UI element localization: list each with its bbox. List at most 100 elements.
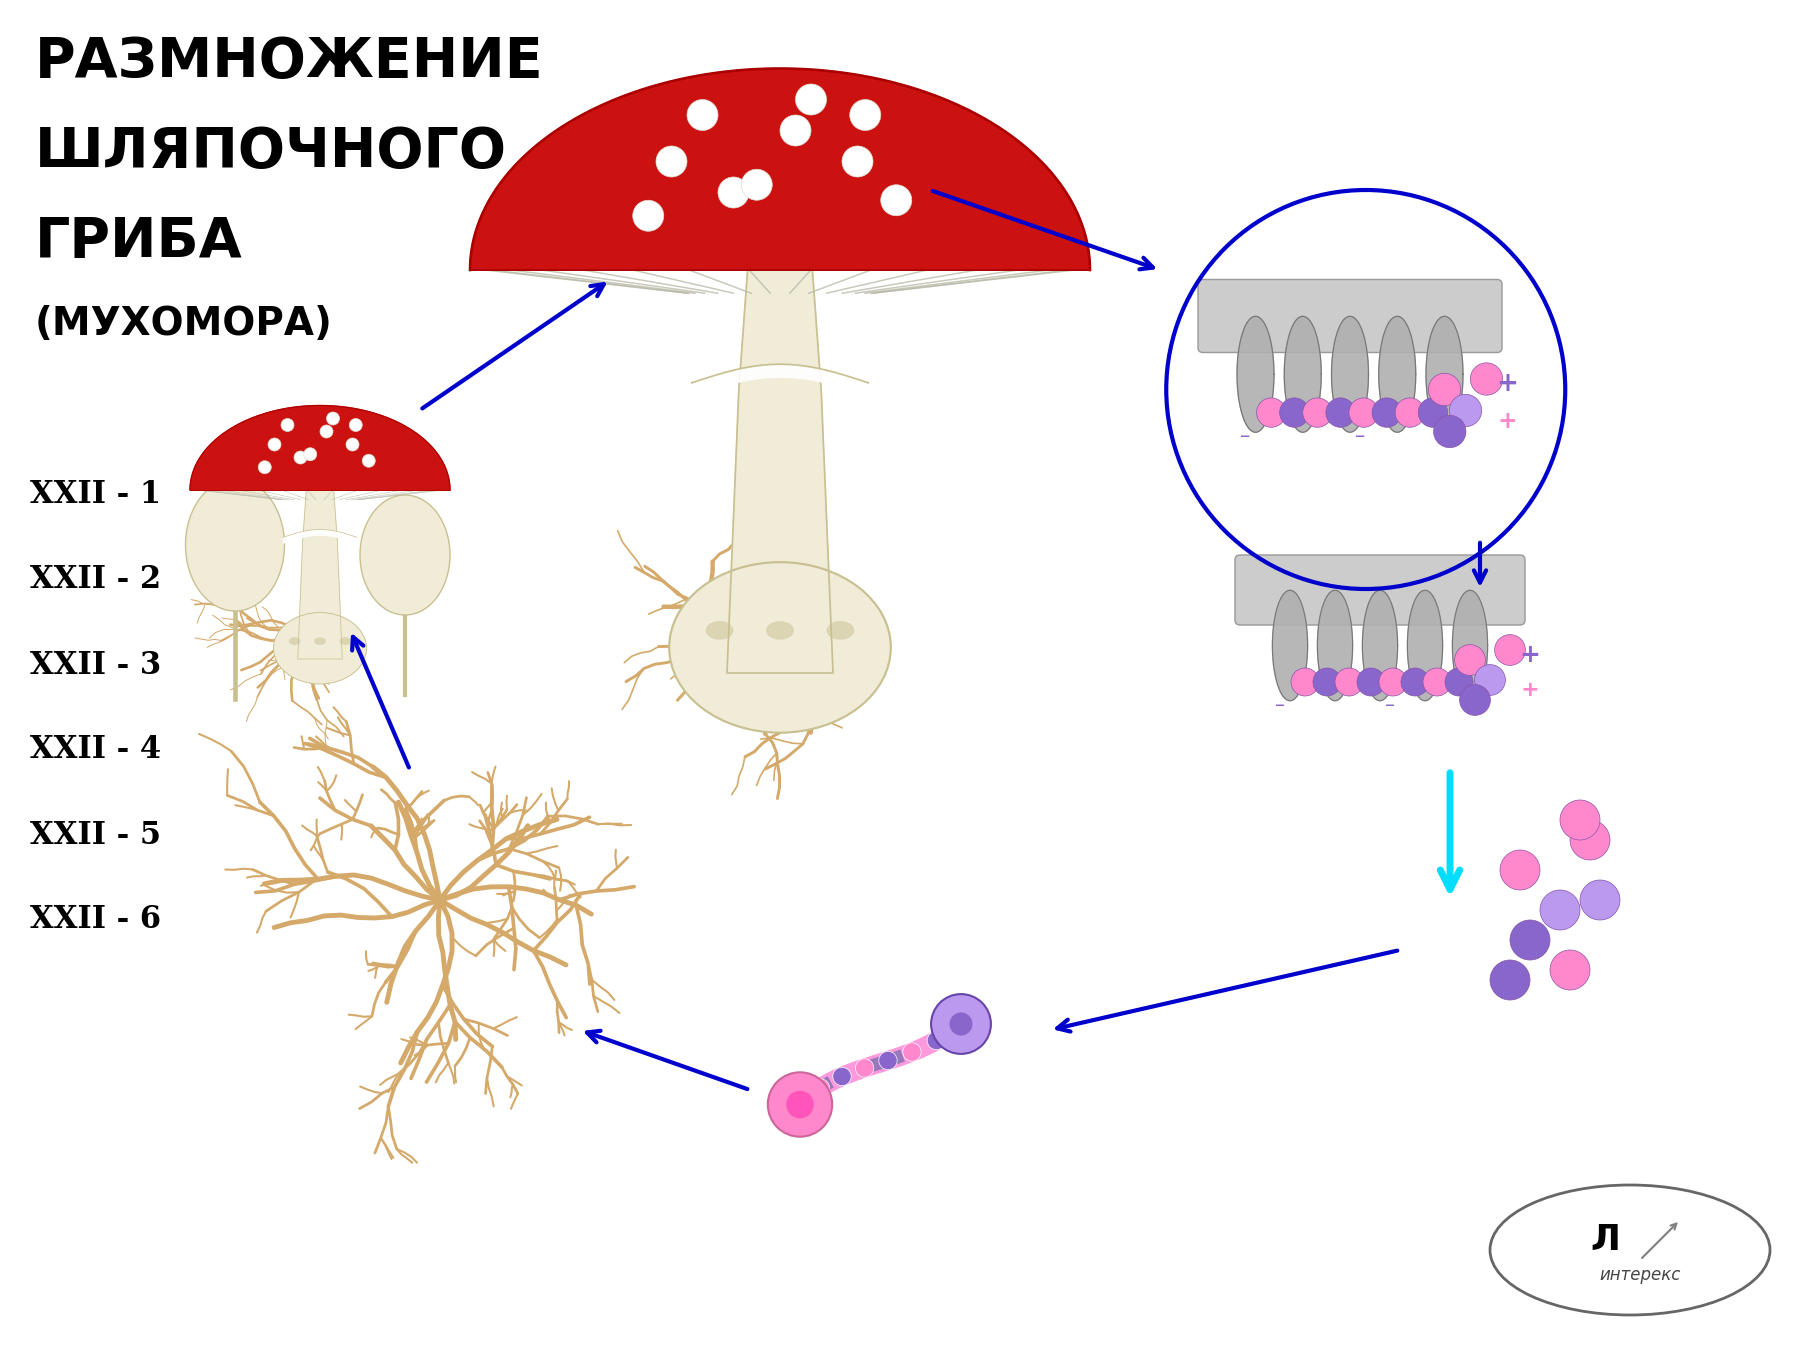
- Circle shape: [362, 454, 374, 467]
- Polygon shape: [1453, 590, 1487, 701]
- Text: +: +: [1498, 409, 1517, 432]
- Ellipse shape: [340, 637, 351, 645]
- Circle shape: [927, 1031, 945, 1050]
- Circle shape: [634, 200, 664, 231]
- Circle shape: [833, 1068, 851, 1085]
- Polygon shape: [1332, 316, 1368, 432]
- Text: интерекс: интерекс: [1600, 1266, 1681, 1284]
- Circle shape: [1280, 398, 1309, 428]
- Polygon shape: [191, 405, 450, 490]
- Ellipse shape: [185, 479, 284, 612]
- Ellipse shape: [706, 621, 734, 640]
- Circle shape: [1336, 668, 1363, 697]
- Polygon shape: [1273, 590, 1307, 701]
- Circle shape: [349, 418, 362, 432]
- Circle shape: [1312, 668, 1341, 697]
- Circle shape: [1580, 880, 1620, 919]
- Circle shape: [855, 1058, 873, 1077]
- Circle shape: [1471, 363, 1503, 396]
- Text: –: –: [1384, 695, 1395, 714]
- Polygon shape: [1379, 316, 1417, 432]
- Circle shape: [1400, 668, 1429, 697]
- Text: –: –: [1240, 427, 1251, 447]
- Text: XXII - 6: XXII - 6: [31, 904, 160, 936]
- Ellipse shape: [670, 562, 891, 733]
- Polygon shape: [1283, 316, 1321, 432]
- FancyBboxPatch shape: [1235, 555, 1525, 625]
- Circle shape: [769, 1072, 832, 1137]
- Circle shape: [1429, 374, 1460, 405]
- Circle shape: [1561, 801, 1600, 840]
- Ellipse shape: [315, 637, 326, 645]
- Circle shape: [952, 1015, 970, 1033]
- Circle shape: [1303, 398, 1332, 428]
- Circle shape: [904, 1042, 922, 1061]
- Text: +: +: [1521, 680, 1539, 701]
- Circle shape: [718, 177, 749, 208]
- Circle shape: [1433, 416, 1465, 448]
- Text: –: –: [1274, 695, 1285, 714]
- Circle shape: [1372, 398, 1402, 428]
- Circle shape: [880, 185, 913, 216]
- Circle shape: [1541, 890, 1580, 930]
- Text: ШЛЯПОЧНОГО: ШЛЯПОЧНОГО: [34, 126, 508, 180]
- Circle shape: [257, 460, 272, 474]
- Circle shape: [1510, 919, 1550, 960]
- Polygon shape: [1408, 590, 1442, 701]
- Circle shape: [281, 418, 293, 432]
- Circle shape: [1454, 644, 1485, 675]
- Circle shape: [1418, 398, 1447, 428]
- Text: (МУХОМОРА): (МУХОМОРА): [34, 305, 333, 343]
- Circle shape: [268, 437, 281, 451]
- Circle shape: [1460, 684, 1490, 716]
- Circle shape: [1474, 664, 1505, 695]
- Circle shape: [326, 412, 340, 425]
- Circle shape: [878, 1052, 896, 1069]
- Polygon shape: [727, 270, 833, 674]
- Text: ГРИБА: ГРИБА: [34, 215, 243, 269]
- Ellipse shape: [360, 495, 450, 616]
- Circle shape: [1494, 634, 1525, 666]
- Polygon shape: [1363, 590, 1397, 701]
- Circle shape: [742, 169, 772, 200]
- Text: XXII - 5: XXII - 5: [31, 819, 160, 850]
- Ellipse shape: [274, 613, 367, 684]
- Circle shape: [320, 425, 333, 437]
- Circle shape: [1499, 850, 1541, 890]
- Circle shape: [779, 115, 812, 146]
- Polygon shape: [297, 490, 342, 659]
- Polygon shape: [1426, 316, 1463, 432]
- Text: XXII - 1: XXII - 1: [31, 479, 160, 510]
- Polygon shape: [1237, 316, 1274, 432]
- FancyBboxPatch shape: [1199, 279, 1501, 352]
- Text: +: +: [1519, 643, 1541, 667]
- Ellipse shape: [826, 621, 855, 640]
- Circle shape: [1395, 398, 1424, 428]
- Circle shape: [1348, 398, 1379, 428]
- Circle shape: [655, 146, 688, 177]
- Circle shape: [688, 100, 718, 131]
- Circle shape: [1379, 668, 1408, 697]
- Polygon shape: [1318, 590, 1352, 701]
- Circle shape: [1445, 668, 1472, 697]
- Circle shape: [1256, 398, 1285, 428]
- Text: XXII - 4: XXII - 4: [31, 734, 162, 765]
- Circle shape: [1449, 394, 1481, 427]
- Circle shape: [950, 1012, 972, 1035]
- Circle shape: [796, 84, 826, 115]
- Circle shape: [346, 437, 358, 451]
- Polygon shape: [470, 69, 1091, 270]
- Circle shape: [790, 1095, 810, 1114]
- Circle shape: [1550, 950, 1589, 990]
- Ellipse shape: [288, 637, 301, 645]
- Circle shape: [931, 994, 990, 1054]
- Circle shape: [1327, 398, 1355, 428]
- Text: Л: Л: [1589, 1223, 1620, 1257]
- Text: XXII - 2: XXII - 2: [31, 564, 162, 595]
- Circle shape: [1291, 668, 1319, 697]
- Circle shape: [293, 451, 308, 464]
- Text: XXII - 3: XXII - 3: [31, 649, 162, 680]
- Circle shape: [1357, 668, 1384, 697]
- Circle shape: [1490, 960, 1530, 1000]
- Circle shape: [850, 100, 880, 131]
